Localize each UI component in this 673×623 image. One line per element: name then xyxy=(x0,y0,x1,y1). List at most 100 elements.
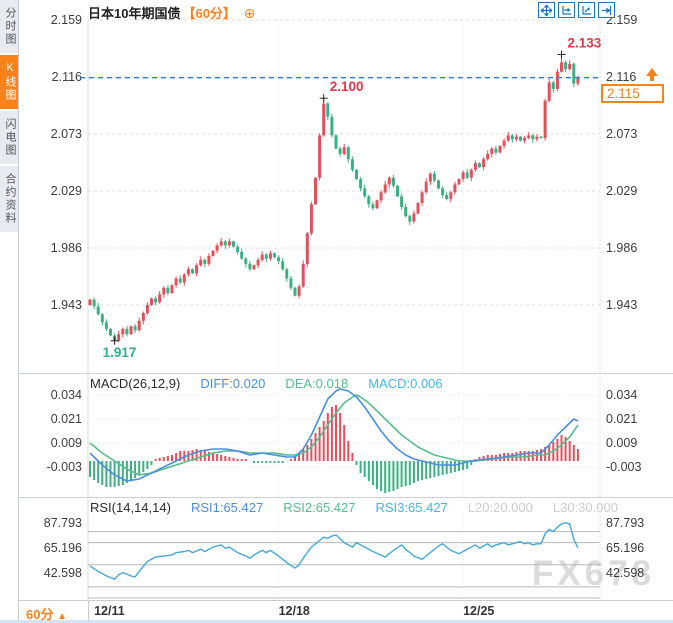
axis-label: 1.986 xyxy=(606,241,637,255)
candle xyxy=(191,269,194,274)
candle xyxy=(391,177,395,186)
candle xyxy=(465,172,469,178)
candle xyxy=(244,258,248,264)
axis-label: 2.029 xyxy=(606,184,637,198)
axis-label: 2.073 xyxy=(51,127,82,141)
candle xyxy=(150,298,153,305)
candle xyxy=(96,306,100,315)
candle xyxy=(420,192,424,203)
axis-label: 1.986 xyxy=(51,241,82,255)
candle xyxy=(305,233,309,264)
candle xyxy=(478,163,481,168)
axis-label: 0.009 xyxy=(606,436,637,450)
price-annotation: 2.100 xyxy=(330,79,364,94)
candle xyxy=(129,326,133,335)
candle xyxy=(437,180,440,189)
zoom-x-axis-icon[interactable] xyxy=(558,2,575,18)
macd-value: MACD:0.006 xyxy=(368,376,443,391)
candle xyxy=(379,192,383,201)
candle xyxy=(416,202,420,214)
axis-label: 2.116 xyxy=(52,70,82,84)
candle xyxy=(576,78,580,84)
rsi-value: RSI1:65.427 xyxy=(190,500,264,515)
candle xyxy=(256,259,260,266)
sidebar-item-2[interactable]: K线图 xyxy=(0,55,18,109)
candle xyxy=(232,241,235,247)
candle xyxy=(88,299,92,305)
candle xyxy=(264,254,268,259)
candle xyxy=(432,173,436,181)
candle xyxy=(568,63,572,70)
sidebar-item-3[interactable]: 闪电图 xyxy=(0,111,18,164)
axis-label: 2.073 xyxy=(606,127,637,141)
axis-label: 87.793 xyxy=(44,516,82,530)
candle xyxy=(387,177,391,185)
rsi-title: RSI(14,14,14) xyxy=(90,500,171,515)
candle xyxy=(223,241,227,246)
candle xyxy=(207,255,211,264)
candle xyxy=(133,326,137,331)
candle xyxy=(211,250,215,256)
candle xyxy=(564,62,568,70)
candle xyxy=(502,140,506,146)
settings-icon[interactable]: ⊕ xyxy=(243,5,256,21)
candle xyxy=(535,136,539,140)
candle xyxy=(359,179,363,189)
candle xyxy=(498,145,502,153)
candle xyxy=(174,278,178,286)
candle xyxy=(104,322,108,329)
axis-label: 0.021 xyxy=(606,412,637,426)
candle xyxy=(457,179,461,185)
axis-label: 42.598 xyxy=(606,566,644,580)
axis-label: 2.029 xyxy=(51,184,82,198)
candle xyxy=(158,294,162,303)
candle xyxy=(383,184,387,193)
candle xyxy=(572,63,576,84)
candle xyxy=(240,251,244,259)
candle xyxy=(170,285,174,294)
candle xyxy=(117,334,121,341)
candle xyxy=(109,328,112,336)
axis-label: 0.009 xyxy=(51,436,82,450)
price-annotation: 2.133 xyxy=(568,35,602,50)
interval-selector[interactable]: 60分 ▲ xyxy=(26,607,67,622)
candle xyxy=(531,135,535,140)
candle xyxy=(560,62,563,72)
candle xyxy=(494,148,498,153)
candle xyxy=(396,185,399,197)
goto-latest-icon[interactable] xyxy=(598,2,615,18)
candle xyxy=(551,82,555,89)
candle xyxy=(350,159,354,170)
axis-label: 65.196 xyxy=(44,541,82,555)
candle xyxy=(121,328,125,335)
candle xyxy=(273,253,276,258)
pan-icon[interactable] xyxy=(538,2,555,18)
diff-line xyxy=(89,388,579,482)
axis-label: 2.159 xyxy=(51,13,82,27)
axis-label: 65.196 xyxy=(606,541,644,555)
candle xyxy=(268,253,272,259)
current-price-box: 2.115 xyxy=(601,84,664,103)
candle xyxy=(539,136,543,138)
sidebar-item-1[interactable]: 分时图 xyxy=(0,0,18,53)
candle xyxy=(318,135,322,178)
candle xyxy=(334,135,338,149)
candle xyxy=(523,137,527,141)
candle xyxy=(519,136,522,141)
dea-line xyxy=(89,394,579,476)
sidebar-item-4[interactable]: 合约资料 xyxy=(0,166,18,232)
candle xyxy=(371,204,375,209)
candle xyxy=(162,287,166,295)
rsi-value: RSI2:65.427 xyxy=(283,500,356,515)
candle xyxy=(277,257,281,262)
candle xyxy=(219,241,223,246)
zoom-y-axis-icon[interactable] xyxy=(578,2,595,18)
candle xyxy=(252,265,256,270)
candle xyxy=(326,103,330,117)
candle xyxy=(260,254,264,260)
x-axis-date-label: 12/25 xyxy=(463,604,495,618)
price-annotation: 1.917 xyxy=(103,345,137,360)
candle xyxy=(461,172,465,180)
candle xyxy=(342,147,346,154)
